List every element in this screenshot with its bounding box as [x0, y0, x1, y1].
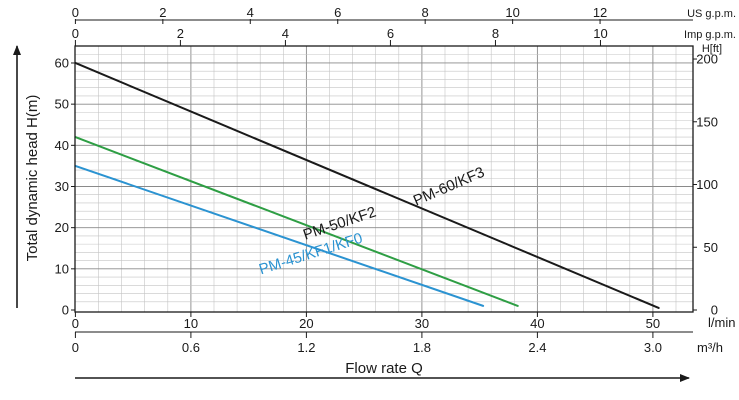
us-gpm-tick-label: 6: [334, 5, 341, 20]
head-ft-tick-label: 100: [696, 177, 718, 192]
y-tick-label: 40: [55, 138, 69, 153]
head-ft-unit-label: H[ft]: [702, 43, 722, 55]
series-line-3: [74, 164, 485, 307]
x-tick-label: 0: [72, 316, 79, 331]
x-axis-title: Flow rate Q: [345, 360, 423, 377]
imp-gpm-tick-label: 10: [593, 26, 607, 41]
head-ft-tick-label: 50: [704, 240, 718, 255]
imp-gpm-tick-label: 2: [177, 26, 184, 41]
x-unit-label: l/min: [708, 315, 735, 330]
series-line-1: [74, 61, 660, 309]
y-tick-label: 0: [62, 303, 69, 318]
series-line-2: [74, 136, 519, 307]
m3h-unit-label: m³/h: [697, 340, 723, 355]
head-ft-tick-label: 0: [711, 303, 718, 318]
x-tick-label: 40: [530, 316, 544, 331]
plot-frame: [74, 45, 694, 313]
m3h-tick-label: 3.0: [644, 340, 662, 355]
imp-gpm-unit-label: Imp g.p.m.: [684, 29, 736, 41]
head-ft-tick-label: 150: [696, 114, 718, 129]
y-axis-title: Total dynamic head H(m): [24, 95, 41, 262]
y-tick-label: 50: [55, 97, 69, 112]
grid-lines: [75, 46, 693, 312]
m3h-tick-label: 1.2: [297, 340, 315, 355]
us-gpm-tick-label: 8: [422, 5, 429, 20]
m3h-tick-label: 0: [72, 340, 79, 355]
imp-gpm-tick-label: 8: [492, 26, 499, 41]
m3h-tick-label: 0.6: [182, 340, 200, 355]
x-tick-label: 50: [646, 316, 660, 331]
y-tick-label: 60: [55, 55, 69, 70]
head-ft-tick-label: 200: [696, 52, 718, 67]
us-gpm-unit-label: US g.p.m.: [687, 8, 736, 20]
y-tick-label: 10: [55, 261, 69, 276]
y-tick-label: 30: [55, 179, 69, 194]
us-gpm-tick-label: 4: [247, 5, 254, 20]
x-tick-label: 20: [299, 316, 313, 331]
us-gpm-tick-label: 12: [593, 5, 607, 20]
x-tick-label: 10: [184, 316, 198, 331]
axis-decor: Flow rate Q Total dynamic head H(m): [13, 19, 693, 382]
x-tick-label: 30: [415, 316, 429, 331]
imp-gpm-tick-label: 0: [72, 26, 79, 41]
us-gpm-tick-label: 0: [72, 5, 79, 20]
imp-gpm-tick-label: 6: [387, 26, 394, 41]
y-tick-label: 20: [55, 220, 69, 235]
us-gpm-tick-label: 10: [505, 5, 519, 20]
m3h-tick-label: 1.8: [413, 340, 431, 355]
us-gpm-tick-label: 2: [159, 5, 166, 20]
imp-gpm-tick-label: 4: [282, 26, 289, 41]
m3h-tick-label: 2.4: [528, 340, 546, 355]
